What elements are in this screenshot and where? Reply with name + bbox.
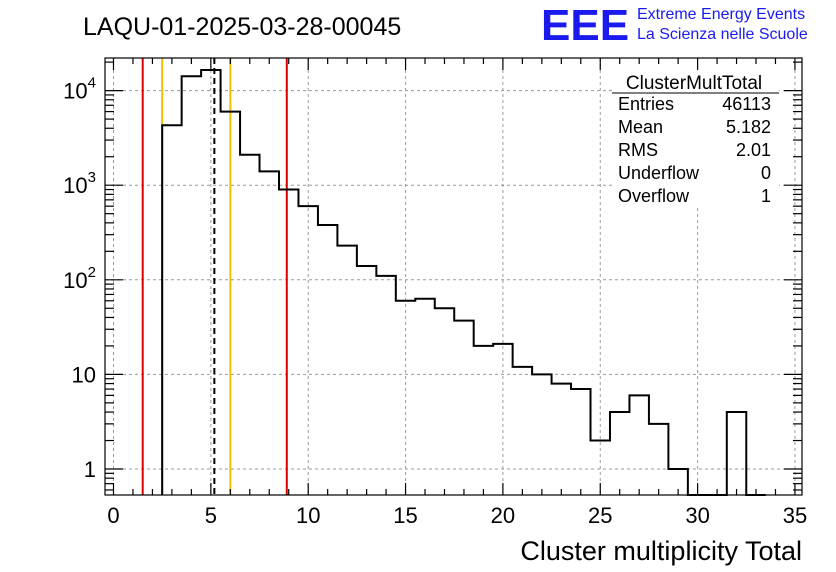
stats-box: ClusterMultTotal Entries 46113 Mean 5.182 RM…: [612, 70, 779, 208]
y-tick-label-0: 1: [84, 457, 96, 482]
stats-label-underflow: Underflow: [618, 163, 700, 183]
x-tick-label-2: 10: [296, 503, 320, 528]
histogram-bin-3: [221, 112, 240, 495]
histogram-bin-14: [435, 308, 454, 495]
stats-rows: Entries 46113 Mean 5.182 RMS 2.01 Underflow 0 Ov…: [618, 94, 771, 206]
histogram-bin-0: [162, 125, 181, 495]
histogram-bin-16: [474, 346, 493, 495]
y-tick-label-1: 10: [72, 362, 96, 387]
histogram-bin-6: [279, 190, 298, 495]
histogram-bin-17: [493, 344, 512, 495]
histogram-bin-5: [260, 171, 279, 495]
plot-frame: [104, 57, 803, 496]
y-tick-label-3: 103: [63, 169, 96, 198]
histogram-bin-20: [552, 384, 571, 495]
x-tick-label-7: 35: [783, 503, 807, 528]
histogram-bin-29: [727, 412, 746, 495]
histogram-bin-12: [396, 301, 415, 495]
run-title: LAQU-01-2025-03-28-00045: [83, 13, 401, 41]
stats-label-overflow: Overflow: [618, 186, 690, 206]
histogram-bin-15: [454, 321, 473, 495]
histogram-bin-23: [610, 412, 629, 495]
x-tick-label-6: 30: [685, 503, 709, 528]
x-axis-ticks: 0 5 10 15 20 25 30 35: [107, 58, 807, 528]
histogram-bin-25: [649, 424, 668, 495]
histogram-bin-10: [357, 266, 376, 495]
histogram-bin-8: [318, 225, 337, 495]
histogram-bin-4: [240, 155, 259, 495]
stats-label-mean: Mean: [618, 117, 663, 137]
histogram-bin-24: [629, 395, 648, 495]
eee-logo: EEE Extreme Energy Events La Scienza nel…: [541, 1, 808, 50]
stats-title: ClusterMultTotal: [626, 73, 762, 94]
x-axis-label: Cluster multiplicity Total: [520, 536, 802, 566]
histogram-bin-18: [513, 367, 532, 495]
stats-value-underflow: 0: [761, 163, 771, 183]
x-tick-label-3: 15: [393, 503, 417, 528]
stats-label-entries: Entries: [618, 94, 674, 114]
histogram-bin-7: [298, 206, 317, 495]
stats-value-rms: 2.01: [736, 140, 771, 160]
logo-line-2: La Scienza nelle Scuole: [637, 26, 808, 43]
histogram-bin-13: [415, 299, 434, 495]
histogram-bin-2: [201, 70, 220, 495]
x-tick-label-1: 5: [205, 503, 217, 528]
stats-label-rms: RMS: [618, 140, 658, 160]
x-tick-label-0: 0: [107, 503, 119, 528]
histogram-bin-11: [376, 276, 395, 495]
histogram-bin-9: [337, 246, 356, 495]
stats-value-entries: 46113: [722, 94, 771, 114]
y-tick-label-4: 104: [63, 75, 96, 104]
y-tick-label-2: 102: [63, 264, 96, 293]
histogram-outline: [161, 69, 766, 496]
stats-value-overflow: 1: [761, 186, 771, 206]
histogram-bin-1: [182, 76, 201, 495]
eee-logo-letters: EEE: [541, 1, 629, 50]
stats-value-mean: 5.182: [726, 117, 771, 137]
x-tick-label-5: 25: [588, 503, 612, 528]
histogram-bin-19: [532, 374, 551, 495]
histogram-bin-21: [571, 389, 590, 495]
x-tick-label-4: 20: [491, 503, 515, 528]
logo-line-1: Extreme Energy Events: [637, 6, 805, 23]
